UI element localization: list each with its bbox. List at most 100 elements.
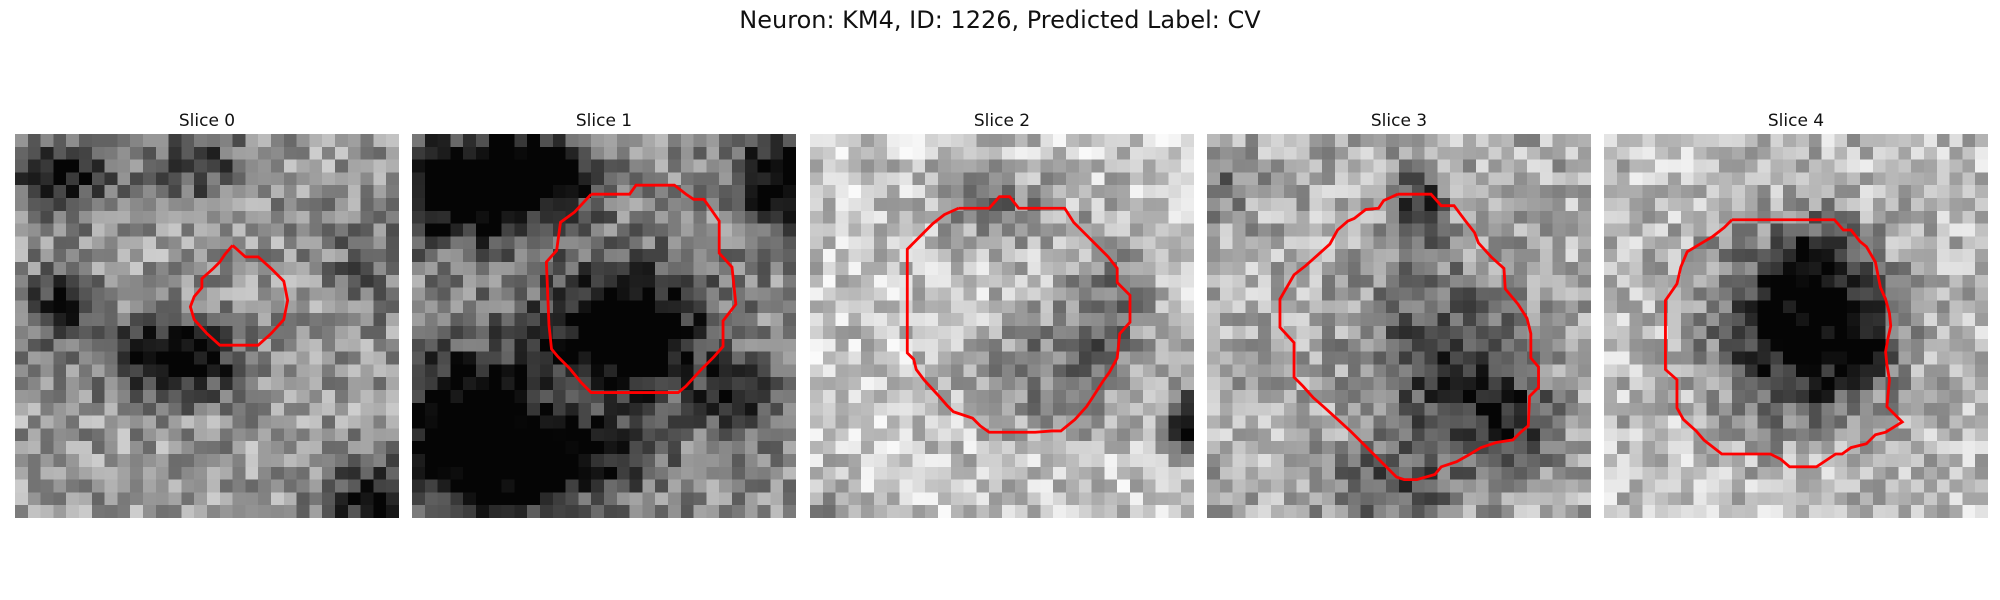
- pixel: [1898, 364, 1912, 378]
- pixel: [1847, 185, 1861, 199]
- pixel: [143, 505, 157, 518]
- pixel: [783, 185, 796, 199]
- pixel: [1078, 134, 1092, 148]
- pixel: [424, 300, 438, 314]
- pixel: [693, 159, 707, 173]
- pixel: [1744, 466, 1758, 480]
- pixel: [1078, 364, 1092, 378]
- pixel: [1053, 351, 1067, 365]
- pixel: [527, 402, 541, 416]
- pixel: [1757, 287, 1771, 301]
- pixel: [591, 402, 605, 416]
- pixel: [1501, 338, 1515, 352]
- pixel: [514, 415, 528, 429]
- pixel: [1706, 262, 1720, 276]
- pixel: [1680, 172, 1694, 186]
- pixel: [79, 441, 93, 455]
- pixel: [168, 262, 182, 276]
- pixel: [27, 198, 41, 212]
- pixel: [1283, 262, 1297, 276]
- pixel: [783, 377, 796, 391]
- pixel: [1719, 377, 1733, 391]
- pixel: [27, 159, 41, 173]
- pixel: [245, 390, 259, 404]
- pixel: [1271, 223, 1285, 237]
- pixel: [1514, 210, 1528, 224]
- pixel: [1207, 262, 1221, 276]
- pixel: [1808, 262, 1822, 276]
- pixel: [1616, 300, 1630, 314]
- pixel: [1104, 198, 1118, 212]
- pixel: [757, 415, 771, 429]
- pixel: [1821, 300, 1835, 314]
- pixel: [514, 326, 528, 340]
- pixel: [757, 441, 771, 455]
- pixel: [1475, 134, 1489, 148]
- pixel: [130, 210, 144, 224]
- pixel: [1668, 210, 1682, 224]
- pixel: [1693, 159, 1707, 173]
- pixel: [848, 364, 862, 378]
- pixel: [1642, 351, 1656, 365]
- pixel: [591, 466, 605, 480]
- pixel: [194, 454, 208, 468]
- pixel: [463, 274, 477, 288]
- pixel: [514, 479, 528, 493]
- pixel: [744, 249, 758, 263]
- pixel: [27, 428, 41, 442]
- pixel: [706, 377, 720, 391]
- pixel: [309, 249, 323, 263]
- pixel: [629, 402, 643, 416]
- pixel: [1091, 351, 1105, 365]
- pixel: [1578, 326, 1591, 340]
- pixel: [950, 210, 964, 224]
- pixel: [540, 236, 554, 250]
- pixel: [1181, 326, 1194, 340]
- pixel: [1168, 198, 1182, 212]
- pixel: [322, 313, 336, 327]
- pixel: [53, 479, 67, 493]
- pixel: [1399, 466, 1413, 480]
- pixel: [1719, 428, 1733, 442]
- pixel: [680, 134, 694, 148]
- pixel: [744, 185, 758, 199]
- pixel: [757, 492, 771, 506]
- pixel: [1680, 441, 1694, 455]
- pixel: [1821, 492, 1835, 506]
- pixel: [1258, 454, 1272, 468]
- pixel: [1411, 313, 1425, 327]
- pixel: [886, 492, 900, 506]
- pixel: [40, 313, 54, 327]
- pixel: [1373, 223, 1387, 237]
- pixel: [501, 313, 515, 327]
- pixel: [1616, 441, 1630, 455]
- pixel: [552, 326, 566, 340]
- pixel: [1860, 185, 1874, 199]
- pixel: [360, 390, 374, 404]
- pixel: [1463, 185, 1477, 199]
- pixel: [540, 223, 554, 237]
- pixel: [1360, 402, 1374, 416]
- pixel: [1539, 415, 1553, 429]
- pixel: [783, 454, 796, 468]
- pixel: [1552, 441, 1566, 455]
- pixel: [296, 159, 310, 173]
- pixel: [693, 326, 707, 340]
- pixel: [1130, 210, 1144, 224]
- pixel: [810, 505, 824, 518]
- pixel: [1258, 287, 1272, 301]
- pixel: [1808, 364, 1822, 378]
- pixel: [1847, 198, 1861, 212]
- pixel: [578, 479, 592, 493]
- pixel: [424, 402, 438, 416]
- pixel: [1911, 287, 1925, 301]
- pixel: [424, 198, 438, 212]
- pixel: [117, 454, 131, 468]
- pixel: [912, 428, 926, 442]
- pixel: [1232, 492, 1246, 506]
- pixel: [1783, 249, 1797, 263]
- pixel: [322, 364, 336, 378]
- pixel: [476, 326, 490, 340]
- pixel: [1796, 390, 1810, 404]
- pixel: [1296, 146, 1310, 160]
